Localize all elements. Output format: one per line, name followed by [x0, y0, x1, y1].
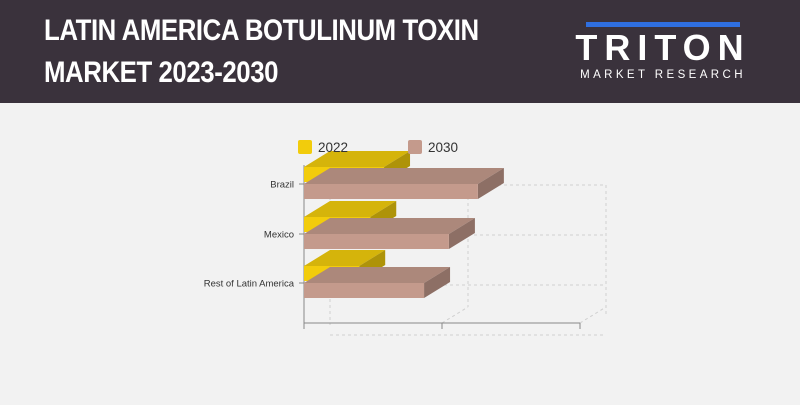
bar-2030-brazil — [304, 184, 478, 199]
page-title: LATIN AMERICA BOTULINUM TOXIN MARKET 202… — [44, 10, 479, 94]
bar-2030-side — [424, 267, 451, 298]
legend-swatch — [298, 140, 312, 154]
logo-wordmark: TRITON — [575, 27, 750, 68]
floor-gridline — [441, 306, 469, 324]
category-label: Rest of Latin America — [204, 279, 295, 290]
category-label: Mexico — [264, 230, 294, 241]
logo-accent-bar — [586, 22, 740, 27]
triton-logo: TRITON MARKET RESEARCH — [575, 22, 750, 81]
floor-gridline — [579, 306, 607, 324]
bar-2030-mexico — [304, 234, 449, 249]
bar-chart: Brazil Mexico Rest of Latin America 2022 203… — [204, 140, 607, 336]
bar-2030-top — [304, 168, 504, 184]
chart-area: Brazil Mexico Rest of Latin America 2022 203… — [0, 103, 800, 400]
bar-2022-top — [304, 201, 397, 217]
title-line-1: LATIN AMERICA BOTULINUM TOXIN — [44, 14, 479, 47]
title-line-2: MARKET 2023-2030 — [44, 56, 279, 89]
bar-2030-top — [304, 218, 475, 234]
legend-swatch — [408, 140, 422, 154]
bar-2030-top — [304, 267, 451, 283]
bar-2022-top — [304, 250, 386, 266]
bar-2030-side — [448, 218, 475, 249]
category-label: Brazil — [270, 180, 294, 191]
logo-tagline: MARKET RESEARCH — [580, 69, 746, 81]
header-banner: LATIN AMERICA BOTULINUM TOXIN MARKET 202… — [0, 0, 800, 103]
bar-2030-rest-of-latin-america — [304, 283, 425, 298]
legend-label: 2022 — [318, 140, 348, 155]
bar-2022-top — [304, 151, 411, 167]
bar-2030-side — [477, 168, 504, 199]
legend-label: 2030 — [428, 140, 458, 155]
